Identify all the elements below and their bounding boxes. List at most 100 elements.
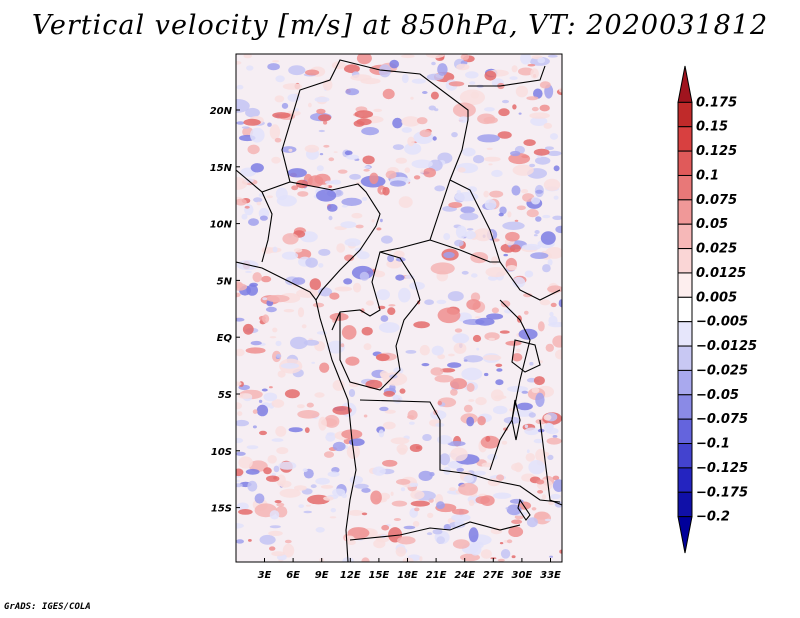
downdraft-cell (409, 281, 425, 291)
updraft-cell (318, 114, 332, 122)
downdraft-cell (535, 189, 543, 194)
updraft-cell (402, 557, 414, 562)
updraft-cell (419, 556, 423, 562)
updraft-cell (527, 63, 536, 67)
updraft-cell (271, 551, 285, 557)
updraft-cell (324, 184, 329, 189)
downdraft-cell (250, 163, 264, 173)
downdraft-cell (346, 154, 359, 160)
colorbar-swatch (677, 296, 693, 323)
border-line (281, 59, 469, 183)
downdraft-cell (275, 340, 282, 347)
credit-text: GrADS: IGES/COLA (4, 602, 91, 612)
updraft-cell (381, 524, 390, 531)
updraft-cell (305, 69, 320, 76)
downdraft-cell (348, 389, 356, 397)
updraft-cell (450, 378, 467, 390)
downdraft-cell (258, 399, 263, 403)
updraft-cell (269, 124, 281, 140)
downdraft-cell (265, 306, 277, 313)
downdraft-cell (530, 252, 549, 259)
updraft-cell (496, 474, 505, 482)
downdraft-cell (359, 271, 370, 281)
lon-tick-label: 3E (258, 570, 272, 581)
updraft-cell (323, 496, 334, 501)
updraft-cell (533, 148, 550, 156)
downdraft-cell (484, 372, 489, 377)
updraft-cell (511, 519, 523, 525)
downdraft-cell (473, 470, 486, 476)
downdraft-cell (327, 204, 338, 212)
updraft-cell (456, 63, 470, 71)
updraft-cell (539, 360, 543, 364)
downdraft-cell (451, 132, 458, 138)
downdraft-cell (246, 445, 259, 450)
lat-tick-label: 5N (217, 276, 233, 287)
downdraft-cell (463, 475, 474, 483)
downdraft-cell (344, 238, 361, 247)
updraft-cell (375, 353, 390, 362)
updraft-cell (514, 219, 519, 222)
updraft-cell (291, 185, 299, 191)
lon-tick-label: 21E (426, 570, 447, 581)
updraft-cell (452, 539, 470, 549)
lon-tick-label: 12E (340, 570, 361, 581)
downdraft-cell (426, 73, 444, 81)
downdraft-cell (294, 108, 299, 112)
updraft-cell (483, 190, 490, 198)
lake-outline (511, 339, 541, 373)
updraft-cell (382, 88, 395, 100)
updraft-cell (383, 390, 396, 397)
downdraft-cell (500, 549, 511, 559)
updraft-cell (384, 409, 396, 414)
downdraft-cell (558, 299, 562, 308)
downdraft-cell (314, 96, 330, 103)
updraft-cell (361, 326, 373, 336)
updraft-cell (507, 211, 512, 218)
updraft-cell (473, 228, 494, 242)
downdraft-cell (468, 527, 479, 543)
updraft-cell (531, 106, 539, 112)
downdraft-cell (409, 421, 415, 425)
downdraft-cell (315, 527, 325, 533)
updraft-cell (500, 300, 511, 308)
downdraft-cell (381, 235, 393, 244)
updraft-cell (537, 490, 544, 494)
updraft-cell (491, 256, 499, 265)
updraft-cell (297, 191, 309, 197)
colorbar-swatch (677, 126, 693, 152)
downdraft-cell (349, 173, 361, 180)
downdraft-cell (418, 470, 433, 481)
updraft-cell (477, 416, 486, 426)
downdraft-cell (473, 155, 485, 164)
downdraft-cell (281, 251, 299, 260)
updraft-cell (546, 437, 562, 445)
downdraft-cell (401, 127, 412, 133)
updraft-cell (512, 104, 517, 110)
border-line (489, 299, 531, 471)
updraft-cell (248, 539, 252, 542)
updraft-cell (508, 526, 524, 537)
downdraft-cell (253, 197, 263, 203)
updraft-cell (410, 96, 414, 100)
downdraft-cell (535, 156, 551, 165)
downdraft-cell (555, 225, 562, 234)
updraft-cell (412, 521, 420, 527)
updraft-cell (395, 546, 406, 557)
downdraft-cell (436, 501, 445, 510)
updraft-cell (261, 275, 272, 283)
downdraft-cell (354, 483, 369, 489)
updraft-cell (385, 170, 397, 179)
updraft-cell (505, 340, 522, 346)
updraft-cell (480, 435, 500, 449)
colorbar-swatch (677, 369, 693, 396)
downdraft-cell (378, 322, 400, 333)
updraft-cell (466, 299, 481, 310)
downdraft-cell (456, 467, 465, 472)
updraft-cell (344, 254, 355, 262)
updraft-cell (354, 110, 374, 119)
updraft-cell (278, 480, 292, 488)
updraft-cell (306, 402, 314, 408)
colorbar-label: −0.05 (696, 388, 739, 403)
downdraft-cell (475, 541, 484, 549)
